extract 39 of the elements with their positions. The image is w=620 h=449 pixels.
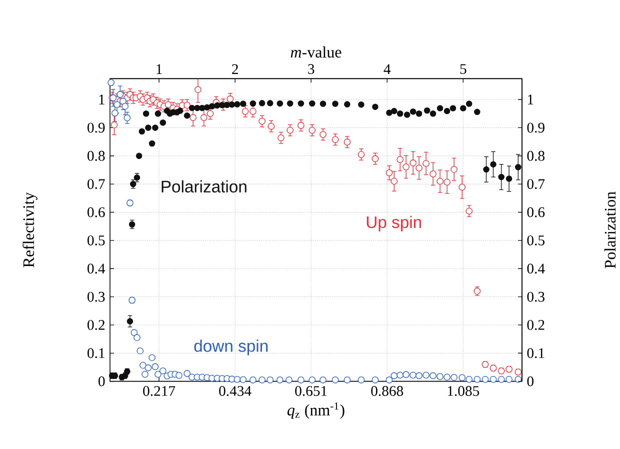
x-tick-label: 0.651 — [295, 386, 327, 396]
x2-tick-label: 5 — [460, 64, 466, 74]
y-tick-label: 0.9 — [88, 122, 105, 133]
y-tick-label: 0.8 — [88, 150, 105, 161]
y2-tick-label: 0.9 — [527, 122, 544, 133]
y2-tick-label: 0 — [527, 376, 534, 386]
x-tick-label: 0.868 — [371, 386, 404, 396]
x-tick-label: 0.217 — [143, 386, 176, 396]
y-tick-label: 0.5 — [88, 235, 105, 246]
y2-tick-label: 0.7 — [527, 178, 545, 189]
y-axis-title: Reflectivity — [22, 192, 38, 268]
series-label: Polarization — [162, 180, 246, 192]
x-tick-label: 1.085 — [448, 386, 480, 396]
x2-tick-label: 3 — [308, 64, 314, 74]
x-tick-label: 0.434 — [219, 386, 252, 396]
y-tick-label: 0 — [98, 376, 105, 386]
x2-tick-label: 4 — [384, 64, 391, 74]
y2-tick-label: 0.1 — [527, 348, 544, 358]
x-axis-title: q$_{z}$ (nm$^{-1}$) — [288, 402, 344, 419]
y2-tick-label: 0.6 — [527, 207, 545, 218]
y-tick-label: 0.3 — [88, 292, 105, 302]
x2-tick-label: 2 — [232, 64, 238, 74]
y-tick-label: 0.2 — [88, 320, 104, 330]
y2-tick-label: 0.8 — [527, 150, 544, 161]
y-tick-label: 0.4 — [88, 263, 106, 274]
y-tick-label: 0.7 — [88, 178, 105, 189]
y2-tick-label: 0.5 — [527, 235, 544, 246]
y2-tick-label: 1 — [528, 94, 534, 104]
text: Up spin — [366, 216, 422, 232]
y-tick-label: 0.1 — [88, 348, 104, 358]
x2-tick-label: 1 — [156, 64, 162, 74]
y2-tick-label: 0.4 — [527, 263, 545, 274]
y2-tick-label: 0.2 — [527, 320, 544, 330]
y2-axis-title: Polarization — [604, 191, 616, 268]
y-tick-label: 0.6 — [88, 207, 105, 218]
y-tick-label: 1 — [99, 94, 104, 104]
y2-tick-label: 0.3 — [527, 292, 544, 302]
series-label: down spin — [194, 339, 268, 356]
x2-axis-title: m-value — [290, 46, 342, 58]
